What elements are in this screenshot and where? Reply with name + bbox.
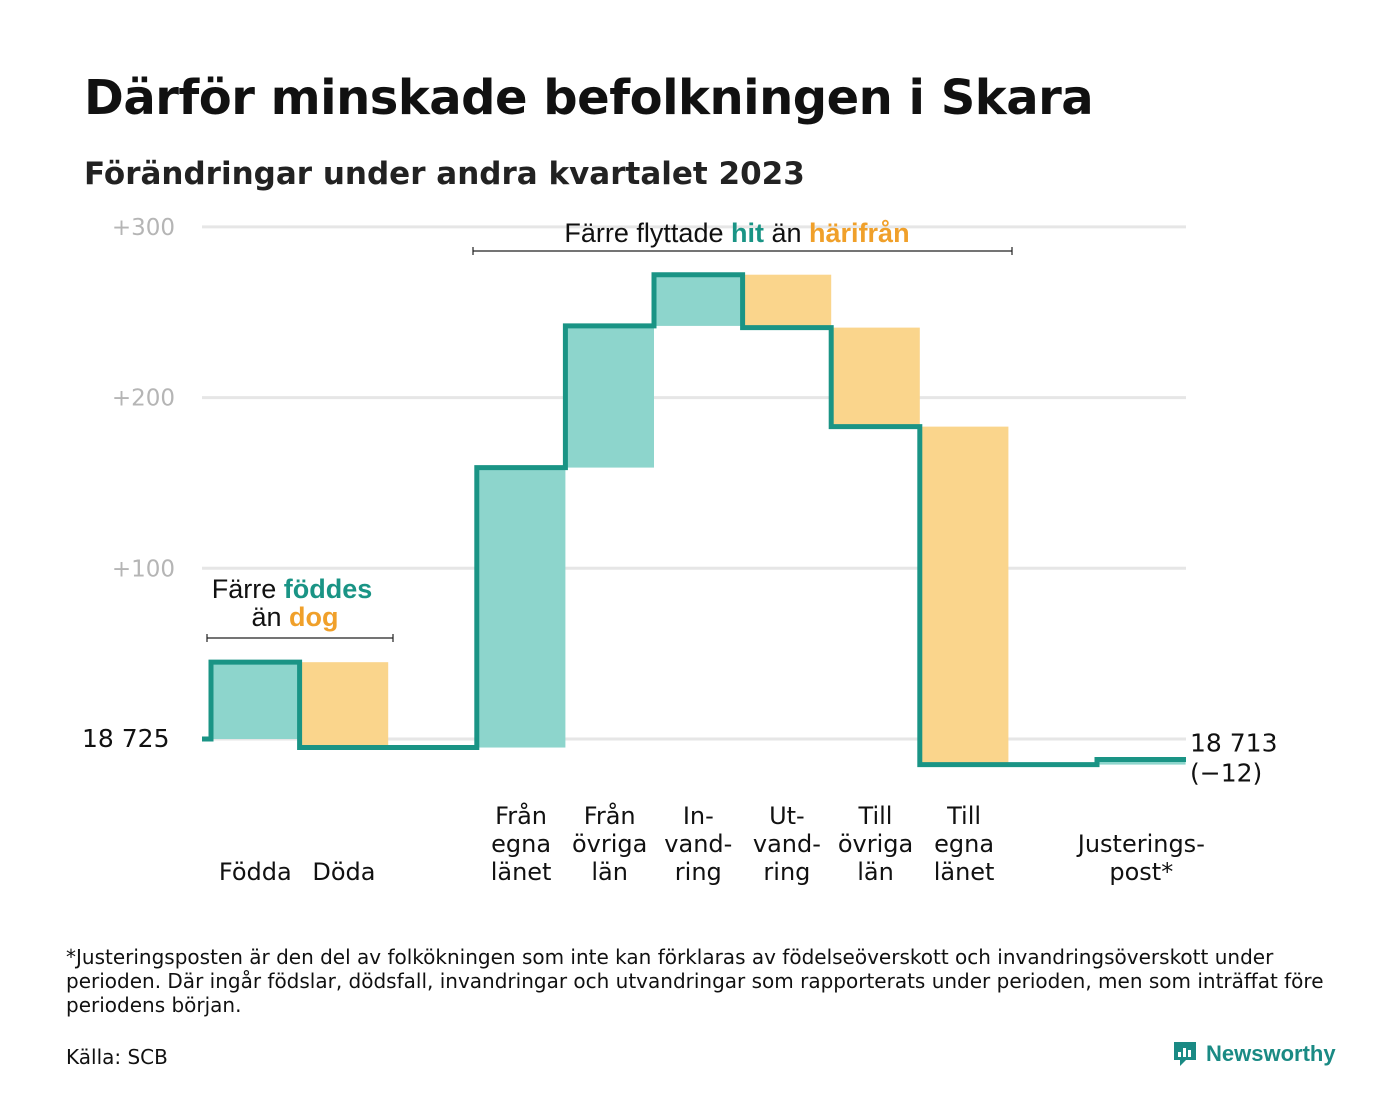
category-label: egna	[491, 830, 551, 858]
category-label: vand-	[664, 830, 732, 858]
start-value-label: 18 725	[82, 724, 169, 753]
category-label: län	[591, 858, 628, 886]
newsworthy-logo-icon	[1174, 1042, 1196, 1066]
migration-bracket	[472, 247, 1013, 255]
end-value-label: 18 713	[1190, 728, 1277, 757]
category-label: länet	[934, 858, 995, 886]
category-label: län	[857, 858, 894, 886]
cumulative-line	[202, 272, 1186, 768]
annotation-plain: än	[764, 218, 802, 248]
bars	[211, 274, 1186, 765]
y-tick-label: +300	[112, 215, 175, 241]
y-tick-label: +100	[112, 556, 175, 582]
annotation-highlight-out: dog	[282, 602, 339, 632]
cumulative-step-line	[202, 272, 1186, 768]
category-label: Justerings-	[1076, 830, 1205, 858]
category-label: övriga	[838, 830, 913, 858]
source-text: Källa: SCB	[66, 1045, 168, 1069]
category-label: övriga	[572, 830, 647, 858]
newsworthy-logo: Newsworthy	[1172, 1040, 1336, 1068]
chart-subtitle: Förändringar under andra kvartalet 2023	[84, 156, 805, 192]
waterfall-bar	[919, 426, 1009, 765]
births-annotation-line1: Färre föddes	[212, 574, 373, 604]
footnote: *Justeringsposten är den del av folkökni…	[66, 945, 1324, 1017]
annotation-plain: Färre	[212, 574, 277, 604]
chart-title: Därför minskade befolkningen i Skara	[84, 70, 1094, 126]
waterfall-bar	[742, 274, 832, 328]
births-annotation-line2: än dog	[251, 602, 338, 632]
category-label: Döda	[312, 858, 375, 886]
category-label: Till	[946, 802, 981, 830]
births-bracket	[206, 634, 394, 642]
category-label: Från	[495, 801, 547, 830]
category-label: Från	[584, 801, 636, 830]
annotation-plain: Färre flyttade	[564, 218, 723, 248]
category-label: Till	[858, 802, 893, 830]
migration-annotation: Färre flyttade hit än härifrån	[564, 218, 909, 248]
waterfall-bar	[831, 327, 920, 427]
category-label: post*	[1109, 858, 1173, 886]
waterfall-bar	[299, 662, 389, 748]
annotation-highlight-in: hit	[723, 218, 764, 248]
category-label: ring	[763, 858, 810, 886]
logo-text: Newsworthy	[1206, 1041, 1336, 1066]
annotation-highlight-out: härifrån	[802, 218, 910, 248]
annotation-highlight-in: föddes	[276, 574, 372, 604]
waterfall-bar	[565, 325, 654, 468]
category-label: Födda	[219, 858, 292, 886]
waterfall-bar	[654, 274, 743, 326]
waterfall-bar	[211, 662, 300, 739]
y-tick-label: +200	[112, 386, 175, 412]
category-label: Ut-	[769, 802, 805, 830]
category-label: egna	[934, 830, 994, 858]
category-label: ring	[675, 858, 722, 886]
waterfall-bar	[476, 467, 566, 748]
category-label: länet	[491, 858, 552, 886]
category-label: In-	[683, 802, 714, 830]
end-change-label: (−12)	[1190, 758, 1262, 787]
category-label: vand-	[753, 830, 821, 858]
annotation-plain: än	[251, 602, 281, 632]
waterfall-bar	[1097, 759, 1186, 765]
